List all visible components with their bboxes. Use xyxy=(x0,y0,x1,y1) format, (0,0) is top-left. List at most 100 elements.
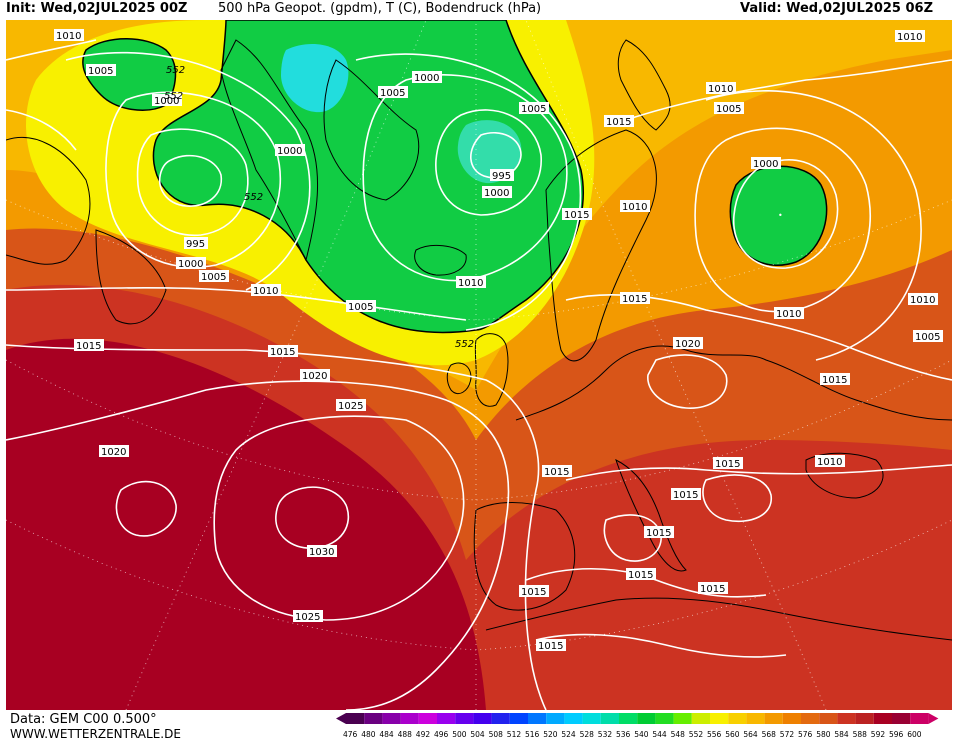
isobar-label: 1000 xyxy=(753,159,778,170)
scale-swatch xyxy=(801,713,820,724)
scale-swatch xyxy=(728,713,747,724)
scale-swatch xyxy=(782,713,801,724)
scale-swatch xyxy=(364,713,383,724)
scale-tick-label: 580 xyxy=(816,730,831,739)
scale-tick-label: 584 xyxy=(834,730,849,739)
data-source: Data: GEM C00 0.500° xyxy=(10,712,157,727)
scale-tick-label: 568 xyxy=(762,730,777,739)
map-canvas: 1010 1005 1000 995 1000 1005 1010 1015 1… xyxy=(6,20,952,710)
isobar-label: 995 xyxy=(492,171,511,182)
isobar-label: 1020 xyxy=(675,339,700,350)
site-url: WWW.WETTERZENTRALE.DE xyxy=(10,727,181,741)
scale-swatch xyxy=(892,713,911,724)
scale-swatch xyxy=(437,713,456,724)
isobar-label: 1010 xyxy=(897,32,922,43)
scale-tick-label: 512 xyxy=(507,730,522,739)
scale-tick-label: 572 xyxy=(780,730,795,739)
scale-arrow-right xyxy=(928,713,939,724)
scale-tick-label: 596 xyxy=(889,730,904,739)
geopot-label: 552 xyxy=(164,91,183,102)
isobar-label: 1005 xyxy=(716,104,741,115)
scale-tick-label: 548 xyxy=(671,730,686,739)
weather-map[interactable]: 1010 1005 1000 995 1000 1005 1010 1015 1… xyxy=(6,20,952,710)
isobar-label: 1010 xyxy=(253,286,278,297)
scale-swatch xyxy=(837,713,856,724)
scale-tick-label: 564 xyxy=(743,730,758,739)
isobar-label: 1005 xyxy=(348,302,373,313)
scale-tick-label: 540 xyxy=(634,730,649,739)
scale-tick-label: 524 xyxy=(561,730,576,739)
isobar-label: 1005 xyxy=(88,66,113,77)
isobar-label: 1005 xyxy=(521,104,546,115)
scale-swatch xyxy=(655,713,674,724)
isobar-label: 1005 xyxy=(915,332,940,343)
scale-tick-label: 552 xyxy=(689,730,704,739)
field-cyan-core xyxy=(281,44,349,113)
isobar-label: 1010 xyxy=(910,295,935,306)
isobar-label: 1010 xyxy=(622,202,647,213)
scale-swatch xyxy=(418,713,437,724)
scale-tick-label: 500 xyxy=(452,730,467,739)
scale-tick-label: 496 xyxy=(434,730,449,739)
scale-tick-label: 480 xyxy=(361,730,376,739)
isobar-label: 1015 xyxy=(538,641,563,652)
scale-tick-label: 532 xyxy=(598,730,613,739)
isobar-label: 1015 xyxy=(622,294,647,305)
scale-swatch xyxy=(546,713,565,724)
scale-swatch xyxy=(673,713,692,724)
isobar-label: 1015 xyxy=(521,587,546,598)
scale-swatch xyxy=(746,713,765,724)
scale-swatch xyxy=(855,713,874,724)
scale-swatch xyxy=(691,713,710,724)
isobar-label: 1010 xyxy=(458,278,483,289)
isobar-label: 995 xyxy=(186,239,205,250)
valid-time: Valid: Wed,02JUL2025 06Z xyxy=(740,1,933,16)
geopot-label: 552 xyxy=(244,192,263,203)
color-scale: 476 480 484 488 492 496 500 504 508 512 516 520 524 5… xyxy=(336,713,939,739)
scale-tick-label: 528 xyxy=(580,730,595,739)
scale-tick-label: 576 xyxy=(798,730,813,739)
scale-tick-label: 476 xyxy=(343,730,358,739)
scale-swatch xyxy=(582,713,601,724)
scale-swatch xyxy=(346,713,365,724)
isobar-label: 1015 xyxy=(564,210,589,221)
contour-552 xyxy=(152,20,584,334)
coastlines xyxy=(6,39,952,641)
scale-swatch xyxy=(637,713,656,724)
isobar-label: 1005 xyxy=(380,88,405,99)
isobar-label: 1020 xyxy=(101,447,126,458)
scale-swatch xyxy=(600,713,619,724)
isobar-label: 1000 xyxy=(154,96,179,107)
isobar-label: 1015 xyxy=(628,570,653,581)
scale-swatch xyxy=(528,713,547,724)
field-green-russia-low xyxy=(729,165,828,266)
scale-swatch xyxy=(819,713,838,724)
init-time: Init: Wed,02JUL2025 00Z xyxy=(6,1,188,16)
isobar-label: 1030 xyxy=(309,547,334,558)
isobar-label: 1000 xyxy=(414,73,439,84)
isobar-label: 1010 xyxy=(708,84,733,95)
scale-tick-label: 508 xyxy=(489,730,504,739)
scale-arrow-left xyxy=(336,713,346,724)
isobar-labels: 1010 1005 1000 995 1000 1005 1010 1015 1… xyxy=(54,29,943,652)
footer-bar: Data: GEM C00 0.500° WWW.WETTERZENTRALE.… xyxy=(0,710,959,741)
scale-tick-label: 560 xyxy=(725,730,740,739)
isobar-label: 1020 xyxy=(302,371,327,382)
geopot-labels: 552 552 552 552 xyxy=(164,65,474,350)
isobar-label: 1025 xyxy=(338,401,363,412)
scale-tick-label: 600 xyxy=(907,730,922,739)
latlon-grid xyxy=(6,20,952,710)
scale-swatch xyxy=(491,713,510,724)
isobar-label: 1010 xyxy=(56,31,81,42)
isobar-label: 1005 xyxy=(201,272,226,283)
scale-tick-label: 488 xyxy=(398,730,413,739)
scale-tick-label: 536 xyxy=(616,730,631,739)
isobar-label: 1015 xyxy=(700,584,725,595)
scale-swatch xyxy=(710,713,729,724)
geopot-label: 552 xyxy=(166,65,185,76)
isobar-label: 1015 xyxy=(822,375,847,386)
isobar-label: 1015 xyxy=(673,490,698,501)
field-green-cap xyxy=(82,38,176,111)
scale-swatch xyxy=(455,713,474,724)
isobar-label: 1015 xyxy=(715,459,740,470)
